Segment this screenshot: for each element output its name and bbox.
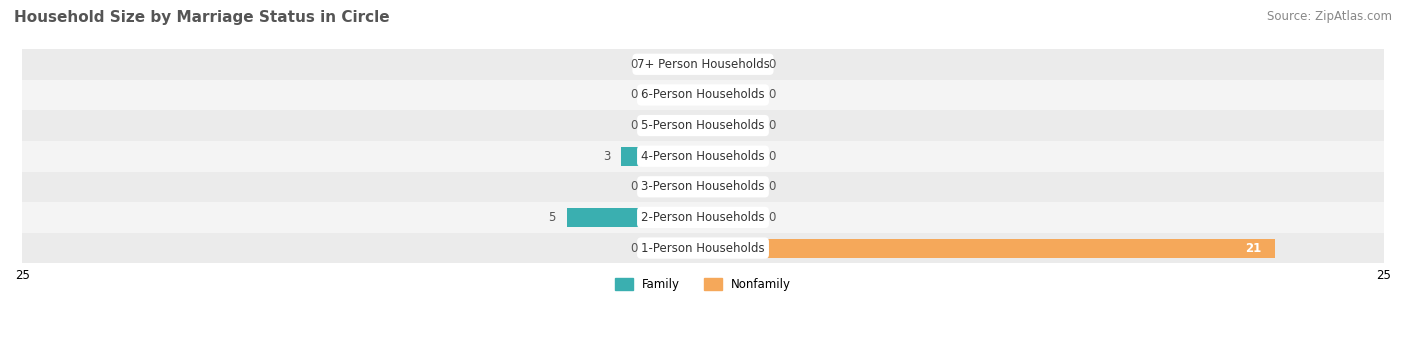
- Text: 0: 0: [768, 211, 776, 224]
- Text: Source: ZipAtlas.com: Source: ZipAtlas.com: [1267, 10, 1392, 23]
- Bar: [621, 147, 703, 166]
- Bar: [703, 239, 1275, 258]
- Bar: [22, 202, 1384, 233]
- Legend: Family, Nonfamily: Family, Nonfamily: [610, 274, 796, 296]
- Bar: [648, 85, 703, 104]
- Bar: [567, 208, 703, 227]
- Text: 0: 0: [630, 58, 638, 71]
- Text: 0: 0: [768, 119, 776, 132]
- Bar: [703, 177, 758, 196]
- Text: 6-Person Households: 6-Person Households: [641, 88, 765, 101]
- Text: 3: 3: [603, 150, 610, 163]
- Bar: [703, 208, 758, 227]
- Bar: [22, 233, 1384, 264]
- Text: 0: 0: [768, 180, 776, 193]
- Text: 5: 5: [548, 211, 555, 224]
- Bar: [703, 147, 758, 166]
- Text: 0: 0: [630, 119, 638, 132]
- Bar: [648, 55, 703, 74]
- Bar: [22, 80, 1384, 110]
- Bar: [703, 85, 758, 104]
- Text: 7+ Person Households: 7+ Person Households: [637, 58, 769, 71]
- Text: 3-Person Households: 3-Person Households: [641, 180, 765, 193]
- Text: 2-Person Households: 2-Person Households: [641, 211, 765, 224]
- Bar: [648, 177, 703, 196]
- Bar: [648, 116, 703, 135]
- Bar: [22, 110, 1384, 141]
- Bar: [22, 171, 1384, 202]
- Text: 0: 0: [768, 150, 776, 163]
- Bar: [703, 55, 758, 74]
- Text: 0: 0: [768, 58, 776, 71]
- Text: 1-Person Households: 1-Person Households: [641, 241, 765, 255]
- Text: 5-Person Households: 5-Person Households: [641, 119, 765, 132]
- Text: 0: 0: [630, 88, 638, 101]
- Text: 0: 0: [768, 88, 776, 101]
- Text: 0: 0: [630, 241, 638, 255]
- Bar: [703, 116, 758, 135]
- Text: 21: 21: [1244, 241, 1261, 255]
- Bar: [648, 239, 703, 258]
- Text: 0: 0: [630, 180, 638, 193]
- Bar: [22, 49, 1384, 80]
- Text: 4-Person Households: 4-Person Households: [641, 150, 765, 163]
- Bar: [22, 141, 1384, 171]
- Text: Household Size by Marriage Status in Circle: Household Size by Marriage Status in Cir…: [14, 10, 389, 25]
